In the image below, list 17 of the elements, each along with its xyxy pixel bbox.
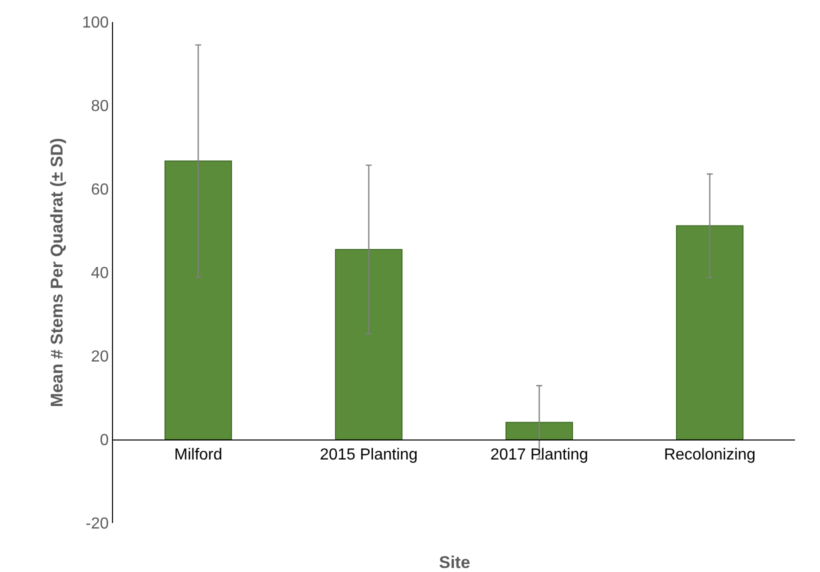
y-axis-title: Mean # Stems Per Quadrat (± SD) [48, 138, 67, 408]
x-tick-label: Milford [174, 446, 222, 464]
y-tick-label: 40 [91, 265, 109, 282]
x-tick-label: 2015 Planting [320, 446, 418, 464]
y-tick-label: -20 [86, 516, 109, 533]
x-tick-label: Recolonizing [664, 446, 756, 464]
bar [676, 225, 744, 440]
bar [335, 249, 402, 440]
y-tick-label: 80 [91, 98, 109, 116]
y-tick-label: 20 [91, 348, 109, 366]
y-tick-label: 60 [91, 182, 109, 199]
y-tick-label: 100 [82, 14, 109, 32]
x-tick-label: 2017 Planting [490, 446, 588, 464]
y-tick-label: 0 [100, 432, 109, 450]
bar [164, 160, 232, 440]
bar [506, 422, 573, 440]
x-axis-title: Site [439, 553, 470, 572]
